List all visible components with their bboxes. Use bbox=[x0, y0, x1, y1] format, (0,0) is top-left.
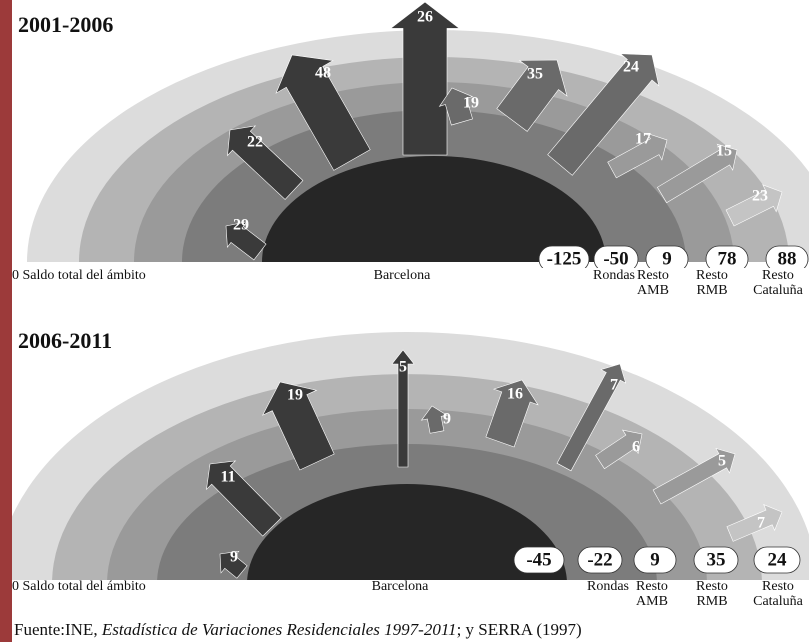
source-title: Estadística de Variaciones Residenciales… bbox=[101, 620, 457, 639]
flow-arrow bbox=[656, 143, 738, 204]
arrow-value-label: 9 bbox=[230, 549, 238, 566]
arrow-value-label: 17 bbox=[635, 131, 651, 148]
source-suffix: ; y SERRA (1997) bbox=[456, 620, 582, 639]
arrow-value-label: 23 bbox=[752, 188, 768, 205]
balance-pill bbox=[593, 245, 639, 268]
flow-arrow bbox=[225, 221, 267, 261]
panel-2006-2011: 9 11 19 5 9 16 7 6 5 7 -45 -22 9 35 24 2006-2011 0 Sal… bbox=[12, 312, 809, 616]
balance-pill bbox=[645, 245, 689, 268]
arrow-value-label: 7 bbox=[610, 377, 618, 394]
balance-pill bbox=[513, 546, 565, 574]
arrow-value-label: 29 bbox=[233, 217, 249, 234]
arrow-value-label: 35 bbox=[527, 66, 543, 83]
balance-pill bbox=[577, 546, 623, 574]
axis-labels-row: 0 Saldo total del ámbito Barcelona Rondas… bbox=[12, 266, 809, 306]
axis-category-label: Barcelona bbox=[373, 268, 431, 283]
balance-value: 88 bbox=[778, 248, 797, 268]
axis-category-label: Resto RMB bbox=[696, 268, 728, 298]
axis-category-label: Resto AMB bbox=[637, 268, 669, 298]
balance-value: 78 bbox=[718, 248, 737, 268]
flow-arrow bbox=[219, 550, 248, 579]
arrow-value-label: 48 bbox=[315, 65, 331, 82]
flow-arrow bbox=[262, 381, 335, 471]
panel-2001-2006: 29 22 48 26 19 35 24 17 15 23 -125 -50 9 78 88 2001-20… bbox=[12, 0, 809, 312]
axis-left-label: 0 Saldo total del ámbito bbox=[12, 268, 146, 283]
axis-category-label: Resto Cataluña bbox=[753, 268, 803, 298]
axis-category-label: Barcelona bbox=[371, 579, 429, 594]
arrow-value-label: 5 bbox=[718, 453, 726, 470]
flow-arrow bbox=[547, 53, 660, 176]
arrow-value-label: 22 bbox=[247, 134, 263, 151]
flow-arrow bbox=[485, 379, 539, 448]
radial-arrow-diagram-2006-2011: 9 11 19 5 9 16 7 6 5 7 -45 -22 9 35 24 bbox=[12, 332, 809, 580]
balance-value: -50 bbox=[603, 248, 628, 268]
balance-pill bbox=[693, 546, 739, 574]
balance-pill bbox=[705, 245, 749, 268]
flow-arrow bbox=[391, 349, 415, 468]
axis-category-label: Resto RMB bbox=[696, 579, 728, 609]
arrow-value-label: 7 bbox=[757, 515, 765, 532]
flow-arrow bbox=[595, 429, 643, 470]
flow-arrow bbox=[420, 405, 448, 434]
source-prefix: Fuente:INE, bbox=[14, 620, 102, 639]
axis-category-label: Rondas bbox=[593, 268, 635, 283]
axis-category-label: Resto AMB bbox=[636, 579, 668, 609]
arrow-value-label: 26 bbox=[417, 9, 433, 26]
flow-arrow bbox=[726, 504, 783, 542]
balance-value: 35 bbox=[707, 549, 726, 570]
flow-arrow bbox=[227, 125, 304, 200]
period-title: 2006-2011 bbox=[18, 328, 113, 353]
arrow-value-label: 15 bbox=[716, 143, 732, 160]
flow-arrow bbox=[652, 448, 736, 505]
balance-pill bbox=[753, 546, 801, 574]
flow-arrow bbox=[275, 54, 371, 171]
flow-arrow bbox=[438, 87, 474, 126]
axis-category-label: Resto Cataluña bbox=[753, 579, 803, 609]
flow-arrow bbox=[206, 460, 282, 537]
flow-arrow bbox=[607, 132, 668, 179]
flow-arrow bbox=[725, 184, 783, 227]
balance-value: -125 bbox=[547, 248, 582, 268]
arrow-value-label: 19 bbox=[463, 95, 479, 112]
arrow-value-label: 19 bbox=[287, 387, 303, 404]
left-accent-bar bbox=[0, 0, 12, 642]
barcelona-core bbox=[262, 156, 606, 262]
radial-arrow-diagram-2001-2006: 29 22 48 26 19 35 24 17 15 23 -125 -50 9 78 88 bbox=[27, 1, 809, 268]
balance-value: 9 bbox=[650, 549, 660, 570]
balance-value: 9 bbox=[662, 248, 672, 268]
balance-pill bbox=[633, 546, 677, 574]
axis-labels-row: 0 Saldo total del ámbito Barcelona Rondas… bbox=[12, 577, 809, 617]
arrow-value-label: 9 bbox=[443, 411, 451, 428]
arrow-value-label: 11 bbox=[220, 469, 235, 486]
balance-pill bbox=[538, 245, 590, 268]
balance-value: 24 bbox=[768, 549, 788, 570]
flow-arrow bbox=[496, 59, 568, 132]
barcelona-core bbox=[247, 484, 567, 580]
period-title: 2001-2006 bbox=[18, 12, 114, 37]
arrow-value-label: 5 bbox=[399, 359, 407, 376]
arrow-value-label: 6 bbox=[632, 439, 640, 456]
flow-arrow bbox=[556, 363, 627, 472]
flow-arrow bbox=[389, 1, 461, 156]
axis-category-label: Rondas bbox=[587, 579, 629, 594]
balance-value: -22 bbox=[587, 549, 612, 570]
arrow-value-label: 24 bbox=[623, 59, 639, 76]
balance-pill bbox=[765, 245, 809, 268]
arrow-value-label: 16 bbox=[507, 386, 523, 403]
source-note: Fuente:INE, Estadística de Variaciones R… bbox=[14, 620, 582, 640]
axis-left-label: 0 Saldo total del ámbito bbox=[12, 579, 146, 594]
balance-value: -45 bbox=[526, 549, 551, 570]
